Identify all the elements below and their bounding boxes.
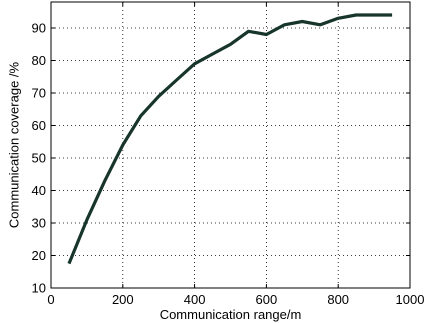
y-tick-label: 30: [32, 216, 46, 231]
y-tick-label: 70: [32, 86, 46, 101]
x-tick-label: 0: [47, 292, 54, 307]
axis-ticks: [50, 2, 411, 289]
plot-frame: [50, 1, 411, 289]
y-tick-label: 50: [32, 151, 46, 166]
y-tick-label: 80: [32, 53, 46, 68]
x-tick-label: 600: [256, 292, 278, 307]
x-tick-label: 1000: [396, 292, 425, 307]
x-tick-label: 400: [184, 292, 206, 307]
y-tick-label: 20: [32, 248, 46, 263]
y-tick-label: 10: [32, 281, 46, 296]
coverage-series-line: [67, 13, 393, 265]
x-axis-label: Communication range/m: [160, 307, 302, 322]
y-tick-labels: 10 20 30 40 50 60 70 80 90: [32, 21, 46, 296]
y-tick-label: 60: [32, 118, 46, 133]
y-tick-label: 90: [32, 21, 46, 36]
x-tick-label: 800: [327, 292, 349, 307]
x-tick-label: 200: [112, 292, 134, 307]
x-tick-labels: 0 200 400 600 800 1000: [47, 292, 424, 307]
y-axis-label: Communication coverage /%: [6, 61, 21, 228]
y-tick-label: 40: [32, 183, 46, 198]
series-layer: [67, 13, 393, 265]
